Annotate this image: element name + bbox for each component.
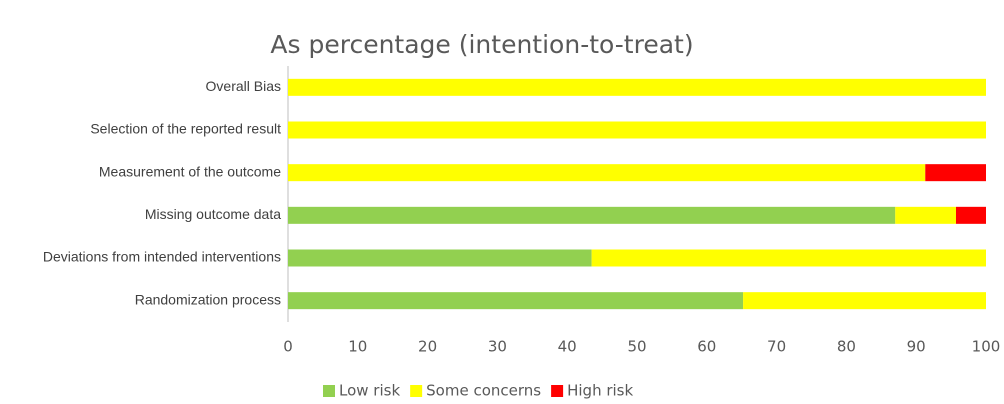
bar-segment (288, 206, 896, 224)
bar-segment (743, 292, 986, 310)
x-tick-label: 60 (697, 338, 716, 356)
legend-label: High risk (567, 382, 633, 400)
y-tick-label: Overall Bias (206, 78, 281, 94)
x-tick-label: 70 (767, 338, 786, 356)
bar-segment (288, 164, 926, 182)
y-tick-label: Missing outcome data (145, 206, 281, 222)
x-tick-label: 40 (558, 338, 577, 356)
x-tick-label: 80 (837, 338, 856, 356)
legend-swatch (323, 385, 335, 397)
x-tick-label: 0 (283, 338, 293, 356)
legend-swatch (410, 385, 423, 397)
chart-title: As percentage (intention-to-treat) (270, 30, 693, 59)
bar-segment (288, 78, 986, 96)
bar-segment (288, 121, 986, 139)
bar-segment (591, 249, 986, 267)
x-tick-label: 90 (907, 338, 926, 356)
bar-segment (925, 164, 986, 182)
y-tick-label: Measurement of the outcome (99, 163, 281, 179)
x-tick-label: 10 (348, 338, 367, 356)
bar-segment (288, 292, 744, 310)
legend-label: Low risk (339, 382, 400, 400)
legend-label: Some concerns (426, 382, 541, 400)
legend-swatch (551, 385, 564, 397)
bar-segment (288, 249, 592, 267)
y-tick-label: Selection of the reported result (90, 121, 281, 137)
x-tick-label: 20 (418, 338, 437, 356)
y-tick-label: Deviations from intended interventions (43, 249, 281, 265)
x-tick-label: 30 (488, 338, 507, 356)
x-tick-label: 100 (972, 338, 1001, 356)
y-tick-label: Randomization process (135, 291, 281, 307)
bar-segment (955, 206, 986, 224)
bar-segment (895, 206, 956, 224)
x-tick-label: 50 (627, 338, 646, 356)
